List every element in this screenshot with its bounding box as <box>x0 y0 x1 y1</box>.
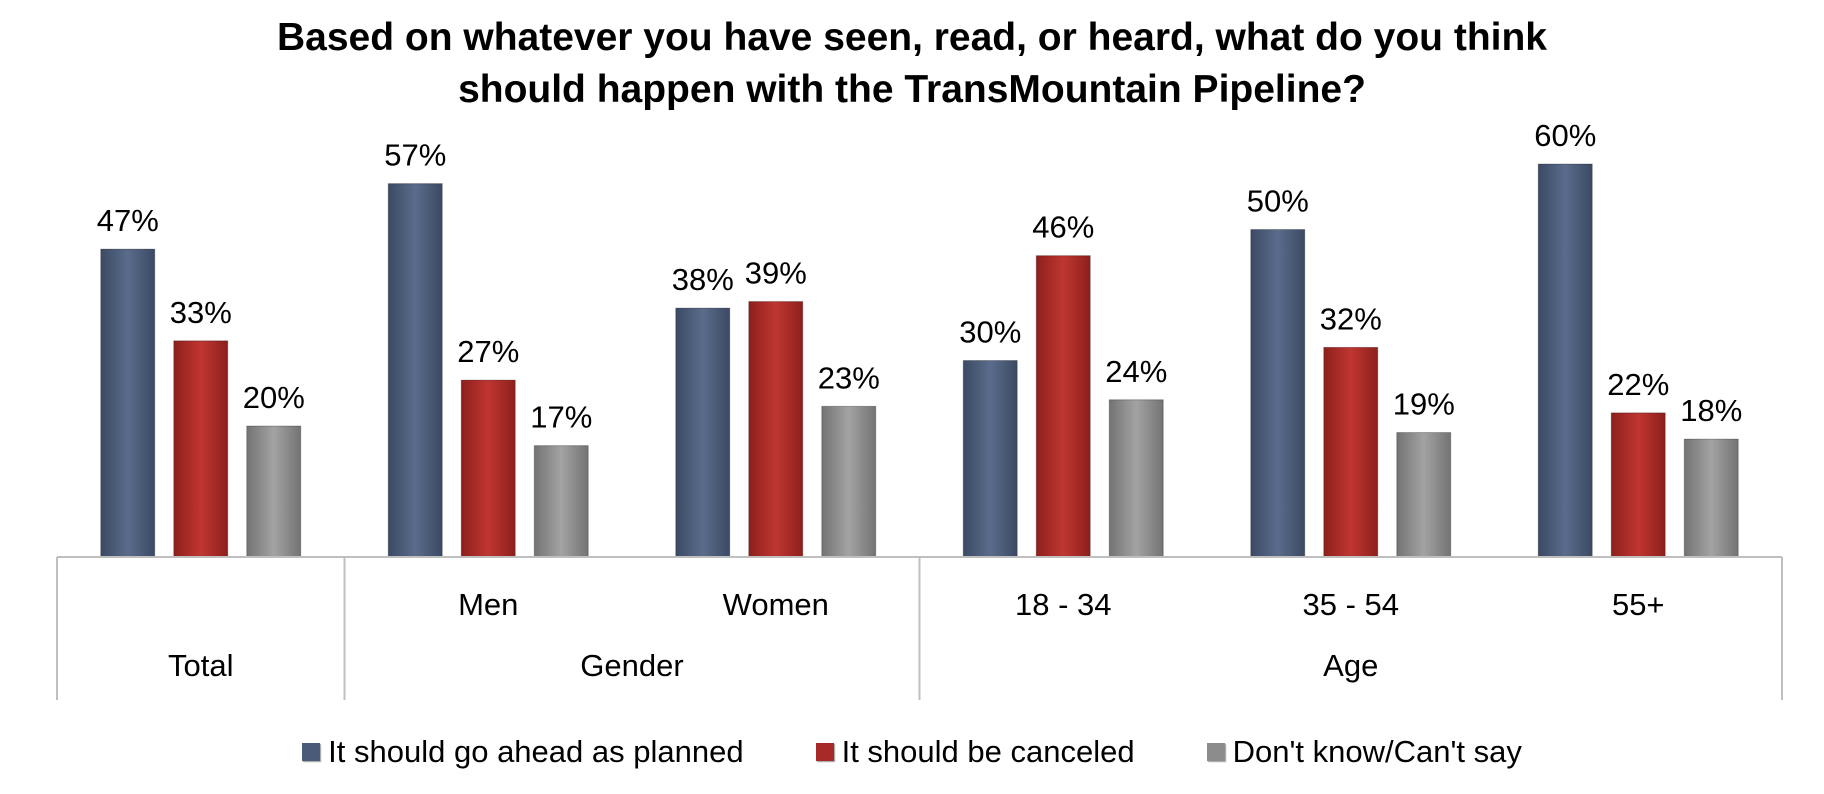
bars-layer: 47% 33% 20% 57% 27% 17% 38% 39% 23% 30% 46% 24% 50% 3… <box>97 118 1742 558</box>
legend-item-canceled: It should be canceled <box>815 734 1135 770</box>
value-label-it-should-be-canceled-55: 22% <box>1607 367 1669 402</box>
chart-title-line-2: should happen with the TransMountain Pip… <box>458 68 1366 111</box>
bar-it-should-be-canceled-total <box>173 340 229 558</box>
value-label-it-should-go-ahead-as-planned-women: 38% <box>672 262 734 297</box>
bar-it-should-go-ahead-as-planned-men <box>387 183 443 558</box>
legend-item-dont-know: Don't know/Can't say <box>1206 734 1522 770</box>
chart-title: Based on whatever you have seen, read, o… <box>0 12 1824 116</box>
value-label-it-should-go-ahead-as-planned-total: 47% <box>97 203 159 238</box>
bar-it-should-be-canceled-55 <box>1610 412 1666 558</box>
bar-it-should-go-ahead-as-planned-55 <box>1537 163 1593 558</box>
legend-label-dont-know: Don't know/Can't say <box>1232 734 1522 769</box>
bar-it-should-be-canceled-18-34 <box>1035 255 1091 558</box>
legend-swatch-go-ahead <box>302 743 321 761</box>
bar-chart: 47% 33% 20% 57% 27% 17% 38% 39% 23% 30% 46% 24% 50% 3… <box>56 118 1783 700</box>
legend-item-go-ahead: It should go ahead as planned <box>302 734 744 770</box>
legend-label-canceled: It should be canceled <box>841 734 1135 769</box>
bar-don-t-know-can-t-say-55 <box>1683 438 1739 558</box>
bar-don-t-know-can-t-say-women <box>821 405 877 558</box>
legend-swatch-canceled <box>815 743 834 761</box>
bar-don-t-know-can-t-say-men <box>533 445 589 558</box>
bar-it-should-be-canceled-men <box>460 379 516 558</box>
value-label-don-t-know-can-t-say-women: 23% <box>818 360 880 395</box>
value-label-don-t-know-can-t-say-55: 18% <box>1680 393 1742 428</box>
bar-don-t-know-can-t-say-35-54 <box>1396 432 1452 558</box>
category-label-men: Men <box>458 587 518 622</box>
bar-it-should-be-canceled-women <box>748 301 804 558</box>
value-label-it-should-go-ahead-as-planned-35-54: 50% <box>1247 184 1309 219</box>
category-label-women: Women <box>723 587 829 622</box>
value-label-it-should-be-canceled-total: 33% <box>170 295 232 330</box>
value-label-it-should-be-canceled-35-54: 32% <box>1320 301 1382 336</box>
value-label-it-should-go-ahead-as-planned-55: 60% <box>1534 118 1596 153</box>
category-label-18-34: 18 - 34 <box>1015 587 1112 622</box>
value-label-don-t-know-can-t-say-total: 20% <box>243 380 305 415</box>
value-label-don-t-know-can-t-say-men: 17% <box>530 400 592 435</box>
value-label-don-t-know-can-t-say-18-34: 24% <box>1105 354 1167 389</box>
value-label-don-t-know-can-t-say-35-54: 19% <box>1393 387 1455 422</box>
category-axis-table: Men Women 18 - 34 35 - 54 55+ Total Gender Age <box>56 556 1783 700</box>
bar-it-should-be-canceled-35-54 <box>1323 346 1379 558</box>
legend: It should go ahead as planned It should … <box>0 734 1824 770</box>
value-label-it-should-go-ahead-as-planned-men: 57% <box>384 138 446 173</box>
bar-it-should-go-ahead-as-planned-35-54 <box>1250 229 1306 558</box>
group-label-age: Age <box>1323 648 1378 683</box>
legend-label-go-ahead: It should go ahead as planned <box>328 734 744 769</box>
group-label-total: Total <box>168 648 233 683</box>
value-label-it-should-be-canceled-men: 27% <box>457 334 519 369</box>
value-label-it-should-go-ahead-as-planned-18-34: 30% <box>959 315 1021 350</box>
bar-it-should-go-ahead-as-planned-total <box>100 248 156 558</box>
value-label-it-should-be-canceled-18-34: 46% <box>1032 210 1094 245</box>
bar-don-t-know-can-t-say-total <box>246 425 302 558</box>
chart-title-line-1: Based on whatever you have seen, read, o… <box>277 16 1547 59</box>
category-label-35-54: 35 - 54 <box>1302 587 1399 622</box>
value-label-it-should-be-canceled-women: 39% <box>745 256 807 291</box>
group-label-gender: Gender <box>580 648 683 683</box>
bar-it-should-go-ahead-as-planned-women <box>675 307 731 558</box>
legend-swatch-dont-know <box>1206 743 1225 761</box>
category-label-55: 55+ <box>1612 587 1665 622</box>
bar-it-should-go-ahead-as-planned-18-34 <box>962 360 1018 558</box>
bar-don-t-know-can-t-say-18-34 <box>1108 399 1164 558</box>
